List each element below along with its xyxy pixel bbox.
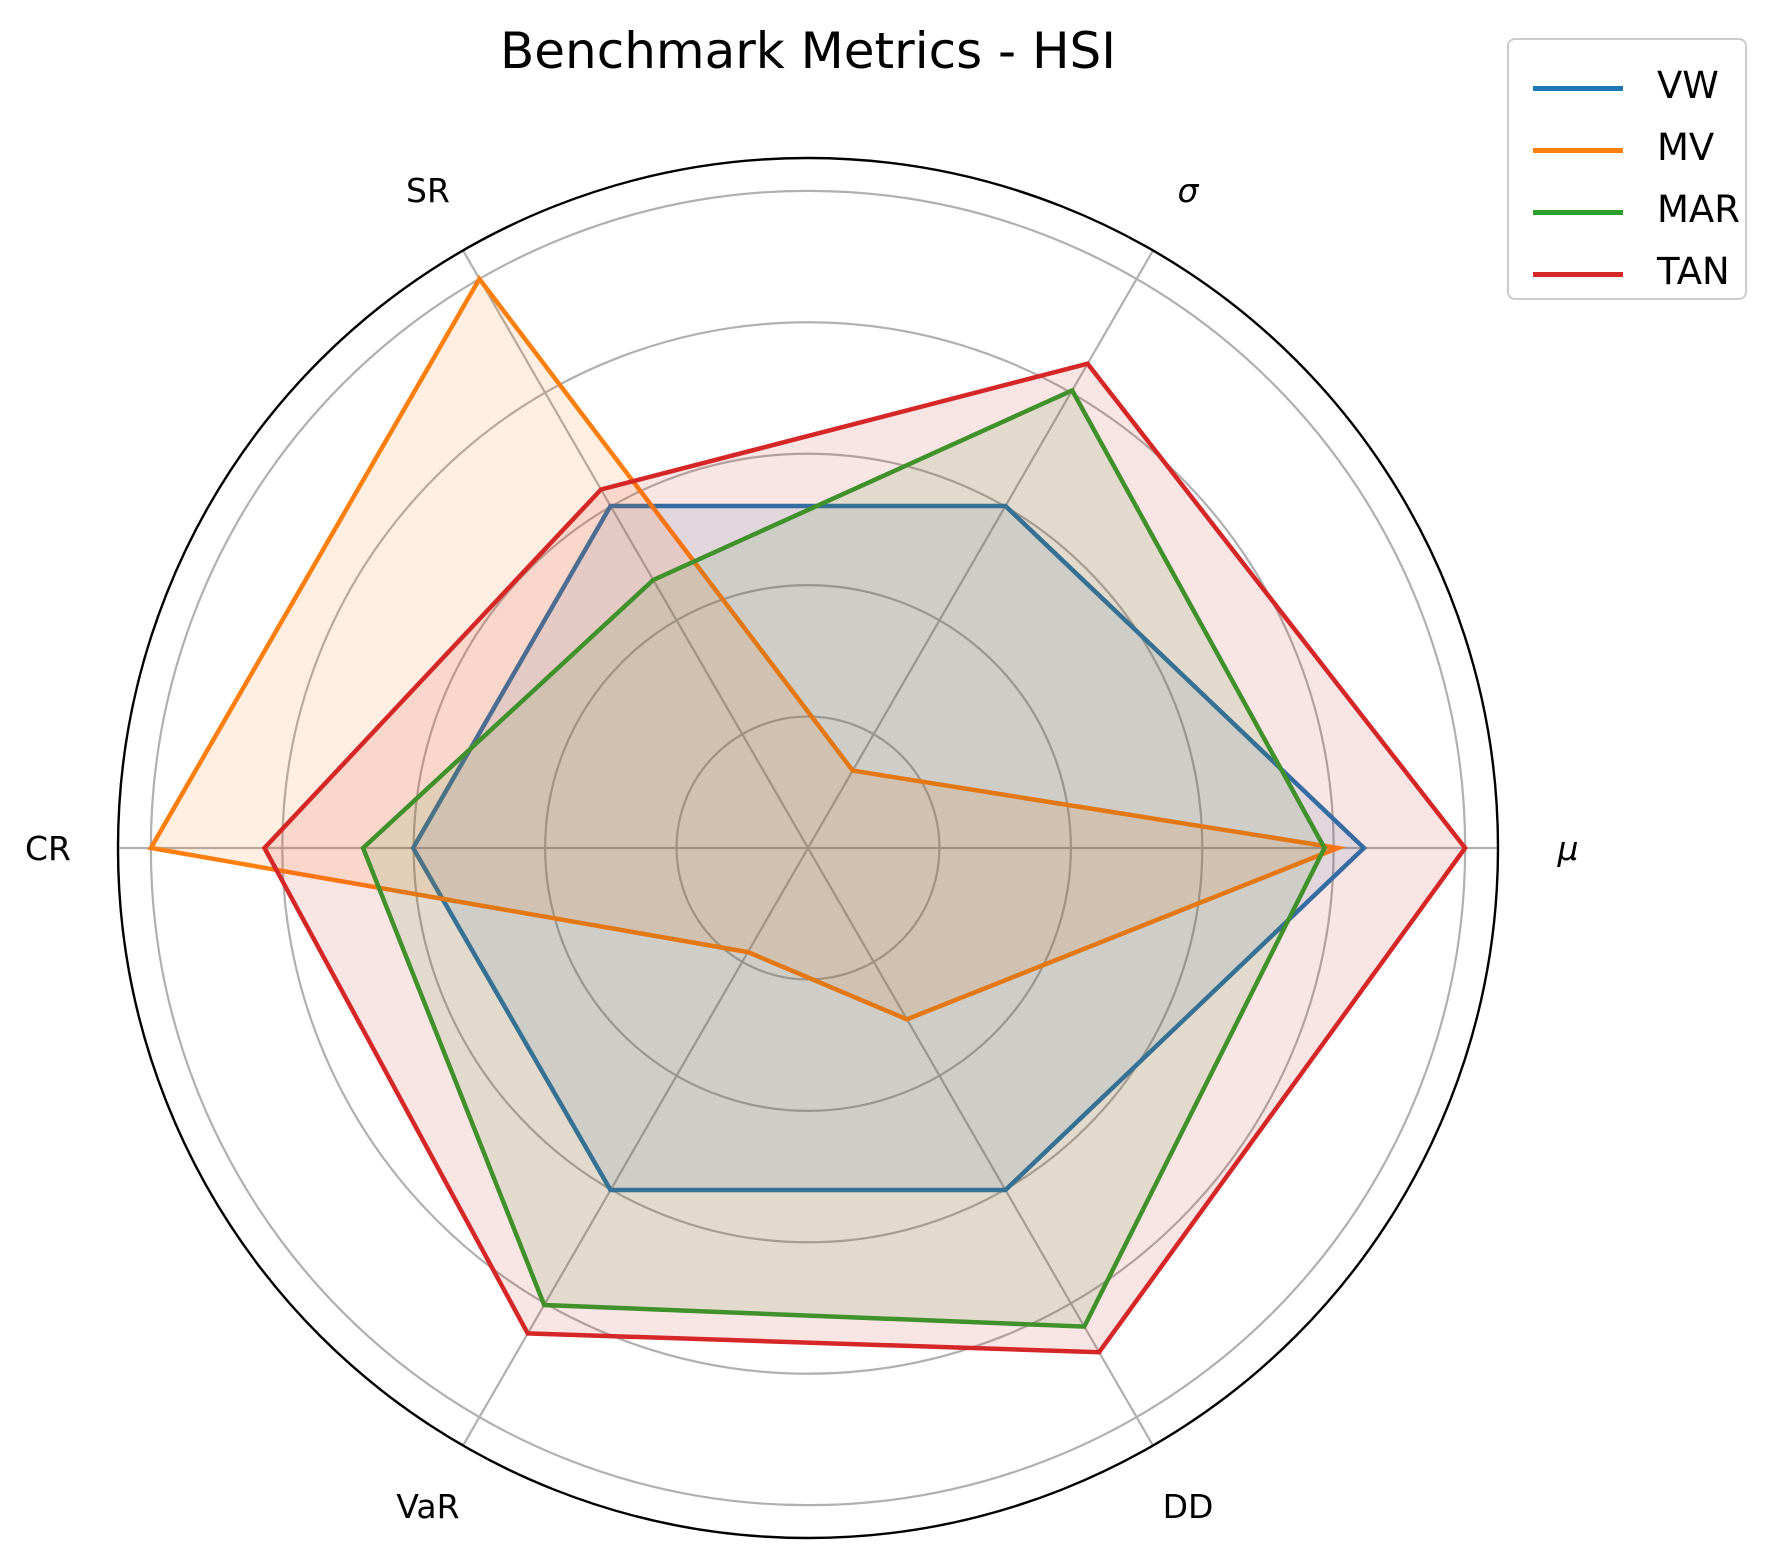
spoke-5	[807, 847, 1154, 1447]
axis-label-1: σ	[1178, 171, 1200, 210]
legend-line-vw	[1533, 86, 1623, 91]
chart-title: Benchmark Metrics - HSI	[499, 22, 1117, 80]
axis-label-2: SR	[406, 171, 450, 210]
series-fill-vw	[413, 506, 1364, 1190]
axis-label-4: VaR	[396, 1487, 459, 1526]
legend-item-tan: TAN	[1525, 244, 1735, 304]
legend-item-mar: MAR	[1525, 182, 1740, 242]
axis-label-5: DD	[1163, 1487, 1214, 1526]
legend-label-mar: MAR	[1657, 188, 1740, 231]
legend-line-tan	[1533, 272, 1623, 277]
spoke-4	[462, 847, 809, 1447]
legend-line-mar	[1533, 210, 1623, 215]
legend-line-mv	[1533, 148, 1623, 153]
axis-label-0: μ	[1557, 829, 1579, 868]
legend: VW MV MAR TAN	[1507, 38, 1747, 300]
legend-item-mv: MV	[1525, 120, 1735, 180]
spoke-1	[807, 249, 1154, 849]
axis-label-3: CR	[25, 829, 71, 868]
outer-frame	[116, 156, 1500, 1540]
series-fill-mv	[150, 278, 1338, 1020]
series-fill-mar	[363, 390, 1325, 1327]
legend-label-mv: MV	[1657, 126, 1715, 169]
legend-label-vw: VW	[1657, 64, 1719, 107]
series-fill-tan	[264, 363, 1466, 1353]
spoke-2	[462, 249, 809, 849]
legend-item-vw: VW	[1525, 58, 1735, 118]
legend-label-tan: TAN	[1657, 250, 1730, 293]
